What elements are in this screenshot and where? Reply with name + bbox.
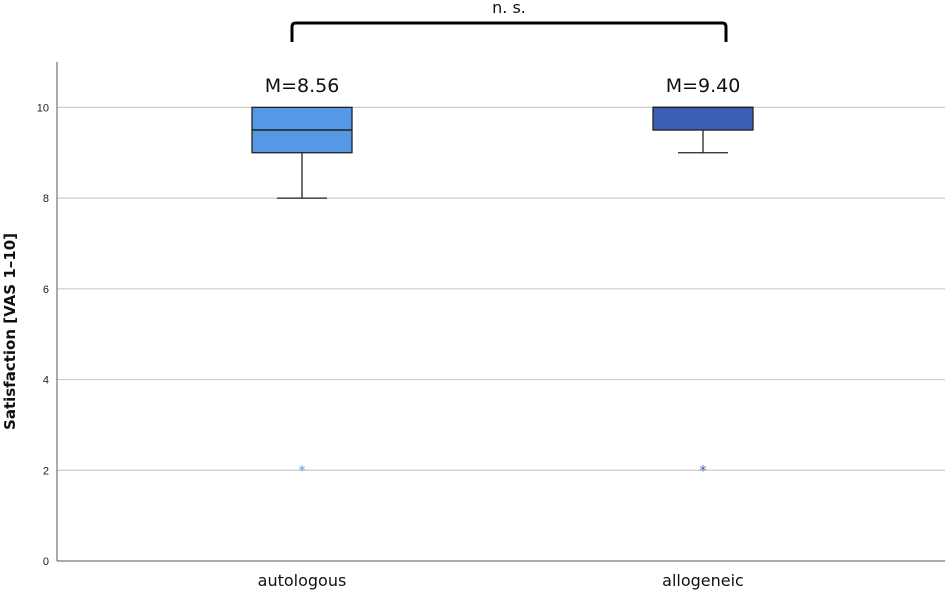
significance-label: n. s. xyxy=(492,0,526,17)
x-category-label: autologous xyxy=(258,571,347,590)
axes xyxy=(56,62,945,562)
mean-label: M=9.40 xyxy=(666,75,741,97)
box-allogeneic: * M=9.40 xyxy=(652,75,754,479)
y-tick-label: 10 xyxy=(37,102,49,114)
y-tick-label: 8 xyxy=(43,193,49,205)
x-category-label: allogeneic xyxy=(662,571,744,590)
outlier-marker: * xyxy=(299,463,306,479)
box-autologous: * M=8.56 xyxy=(251,75,353,479)
y-tick-label: 2 xyxy=(43,465,49,477)
y-tick-label: 4 xyxy=(43,375,49,387)
box-iqr xyxy=(652,106,754,131)
gridlines xyxy=(57,106,945,471)
significance-bracket-line xyxy=(290,21,728,42)
y-tick-labels: 0 2 4 6 8 10 xyxy=(37,102,49,568)
y-tick-label: 0 xyxy=(43,556,49,568)
y-tick-label: 6 xyxy=(43,284,49,296)
category-labels: autologous allogeneic xyxy=(258,571,744,590)
mean-label: M=8.56 xyxy=(265,75,340,97)
significance-bracket: n. s. xyxy=(290,0,728,42)
outlier-marker: * xyxy=(700,463,707,479)
box-series: * M=8.56 * M=9.40 xyxy=(251,75,754,479)
y-axis-label: Satisfaction [VAS 1–10] xyxy=(1,233,19,430)
